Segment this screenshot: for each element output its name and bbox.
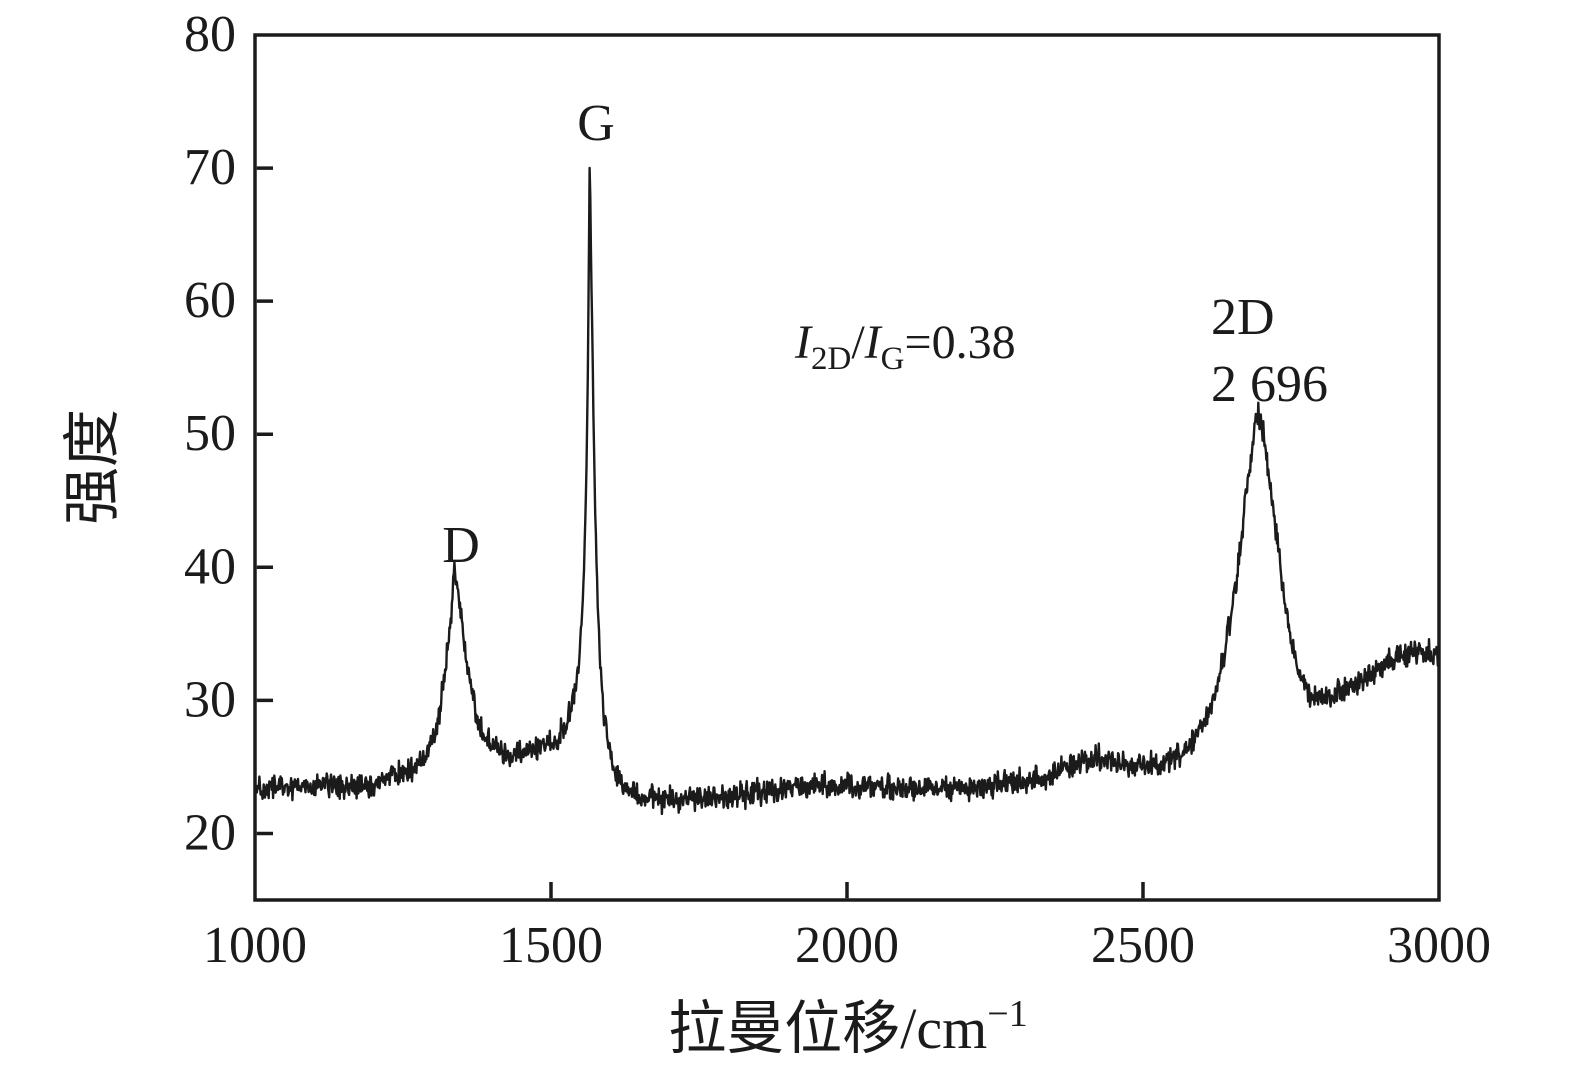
spectrum-trace <box>253 166 1441 816</box>
ratio-I2: I <box>864 316 883 369</box>
x-tick-label: 2000 <box>795 917 899 974</box>
y-tick-label: 80 <box>184 6 236 63</box>
y-tick-label: 70 <box>184 139 236 196</box>
plot-border <box>253 33 1441 902</box>
y-tick-label: 40 <box>184 538 236 595</box>
d-peak-label: D <box>442 517 480 574</box>
y-tick-label: 50 <box>184 405 236 462</box>
intensity-ratio-annotation: I2D/IG=0.38 <box>794 316 1016 377</box>
curve-layer <box>253 166 1441 816</box>
x-axis-title-superscript: −1 <box>987 993 1027 1035</box>
ratio-sub-2D: 2D <box>811 341 851 377</box>
2d-peak-position-label: 2 696 <box>1211 356 1328 413</box>
y-axis-title: 强度 <box>60 409 125 525</box>
2d-peak-label: 2D <box>1211 289 1275 346</box>
x-tick-label: 2500 <box>1091 917 1195 974</box>
x-axis-title-main: 拉曼位移/cm <box>668 996 987 1061</box>
g-peak-label: G <box>577 95 615 152</box>
ratio-sub-G: G <box>881 341 905 377</box>
ratio-I1: I <box>794 316 813 369</box>
y-tick-label: 60 <box>184 272 236 329</box>
ratio-value: =0.38 <box>905 316 1016 369</box>
y-tick-label: 30 <box>184 671 236 728</box>
ratio-slash: / <box>851 316 865 369</box>
x-tick-label: 1500 <box>499 917 603 974</box>
x-axis-title: 拉曼位移/cm−1 <box>668 993 1027 1061</box>
x-tick-label: 1000 <box>203 917 307 974</box>
y-tick-label: 20 <box>184 804 236 861</box>
axes-layer: 1000 1500 2000 2500 3000 20 30 40 50 60 70 80 <box>184 6 1491 974</box>
x-tick-label: 3000 <box>1387 917 1491 974</box>
